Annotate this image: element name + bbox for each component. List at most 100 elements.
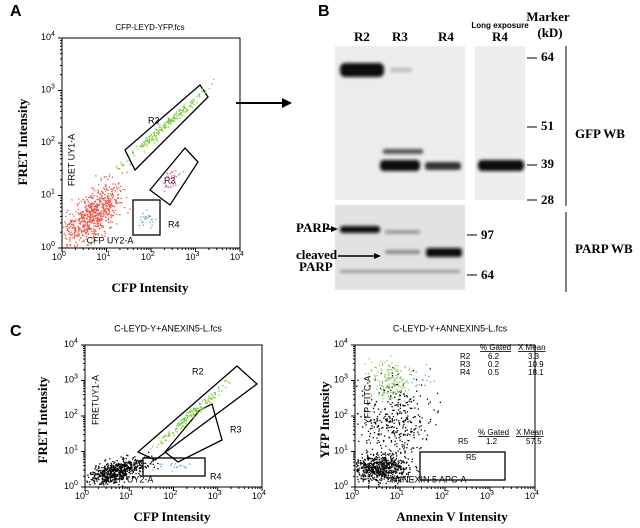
- event-dot: [82, 217, 83, 218]
- table-cell: 18.1: [528, 368, 544, 377]
- event-dot: [388, 387, 389, 388]
- event-dot: [167, 177, 168, 178]
- event-dot: [389, 418, 390, 419]
- event-dot: [390, 470, 391, 471]
- event-dot: [79, 213, 80, 214]
- event-dot: [414, 437, 415, 438]
- event-dot: [111, 217, 112, 218]
- event-dot: [194, 101, 195, 102]
- event-dot: [399, 413, 400, 414]
- event-dot: [136, 461, 137, 462]
- event-dot: [399, 382, 400, 383]
- event-dot: [371, 399, 372, 400]
- event-dot: [78, 229, 79, 230]
- event-dot: [402, 444, 403, 445]
- event-dot: [164, 191, 165, 192]
- event-dot: [120, 162, 121, 163]
- event-dot: [101, 215, 102, 216]
- event-dot: [359, 469, 360, 470]
- event-dot: [100, 470, 101, 471]
- event-dot: [133, 465, 134, 466]
- event-dot: [376, 421, 377, 422]
- event-dot: [67, 226, 68, 227]
- event-dot: [213, 79, 214, 80]
- event-dot: [409, 434, 410, 435]
- event-dot: [165, 187, 166, 188]
- event-dot: [131, 468, 132, 469]
- tick-exponent: 3: [490, 490, 494, 497]
- event-dot: [99, 197, 100, 198]
- event-dot: [72, 227, 73, 228]
- event-dot: [407, 481, 408, 482]
- event-dot: [126, 172, 127, 173]
- tick-base: 10: [41, 190, 51, 200]
- event-dot: [142, 468, 143, 469]
- event-dot: [124, 466, 125, 467]
- event-dot: [82, 220, 83, 221]
- event-dot: [410, 398, 411, 399]
- event-dot: [426, 364, 427, 365]
- event-dot: [112, 461, 113, 462]
- marker-label: 28: [541, 192, 555, 207]
- event-dot: [397, 475, 398, 476]
- event-dot: [186, 419, 187, 420]
- event-dot: [401, 390, 402, 391]
- event-dot: [117, 167, 118, 168]
- tick-exponent: 2: [344, 409, 348, 416]
- event-dot: [368, 483, 369, 484]
- event-dot: [64, 233, 65, 234]
- event-dot: [392, 372, 393, 373]
- event-dot: [107, 476, 108, 477]
- event-dot: [201, 411, 202, 412]
- event-dot: [186, 420, 187, 421]
- event-dot: [174, 175, 175, 176]
- event-dot: [400, 371, 401, 372]
- event-dot: [368, 470, 369, 471]
- tick-base: 10: [41, 85, 51, 95]
- event-dot: [120, 186, 121, 187]
- event-dot: [72, 214, 73, 215]
- event-dot: [403, 434, 404, 435]
- event-dot: [375, 404, 376, 405]
- event-dot: [179, 117, 180, 118]
- marker-label: 97: [481, 227, 495, 242]
- event-dot: [397, 430, 398, 431]
- event-dot: [364, 410, 365, 411]
- event-dot: [132, 152, 133, 153]
- event-dot: [153, 139, 154, 140]
- event-dot: [400, 436, 401, 437]
- event-dot: [382, 381, 383, 382]
- event-dot: [409, 407, 410, 408]
- event-dot: [414, 429, 415, 430]
- event-dot: [411, 401, 412, 402]
- event-dot: [93, 211, 94, 212]
- y-tick-label: 103: [64, 373, 78, 385]
- event-dot: [92, 216, 93, 217]
- event-dot: [396, 477, 397, 478]
- event-dot: [71, 224, 72, 225]
- event-dot: [108, 202, 109, 203]
- event-dot: [89, 212, 90, 213]
- event-dot: [181, 427, 182, 428]
- event-dot: [377, 416, 378, 417]
- event-dot: [395, 394, 396, 395]
- event-dot: [426, 380, 427, 381]
- event-dot: [384, 376, 385, 377]
- event-dot: [394, 380, 395, 381]
- event-dot: [130, 164, 131, 165]
- x-tick-label: 101: [390, 490, 404, 502]
- event-dot: [171, 119, 172, 120]
- event-dot: [400, 405, 401, 406]
- event-dot: [75, 211, 76, 212]
- event-dot: [363, 463, 364, 464]
- event-dot: [160, 442, 161, 443]
- event-dot: [407, 404, 408, 405]
- event-dot: [129, 462, 130, 463]
- event-dot: [154, 142, 155, 143]
- event-dot: [435, 424, 436, 425]
- event-dot: [372, 469, 373, 470]
- event-dot: [376, 477, 377, 478]
- table-cell: 1.2: [486, 437, 498, 446]
- event-dot: [102, 478, 103, 479]
- event-dot: [149, 138, 150, 139]
